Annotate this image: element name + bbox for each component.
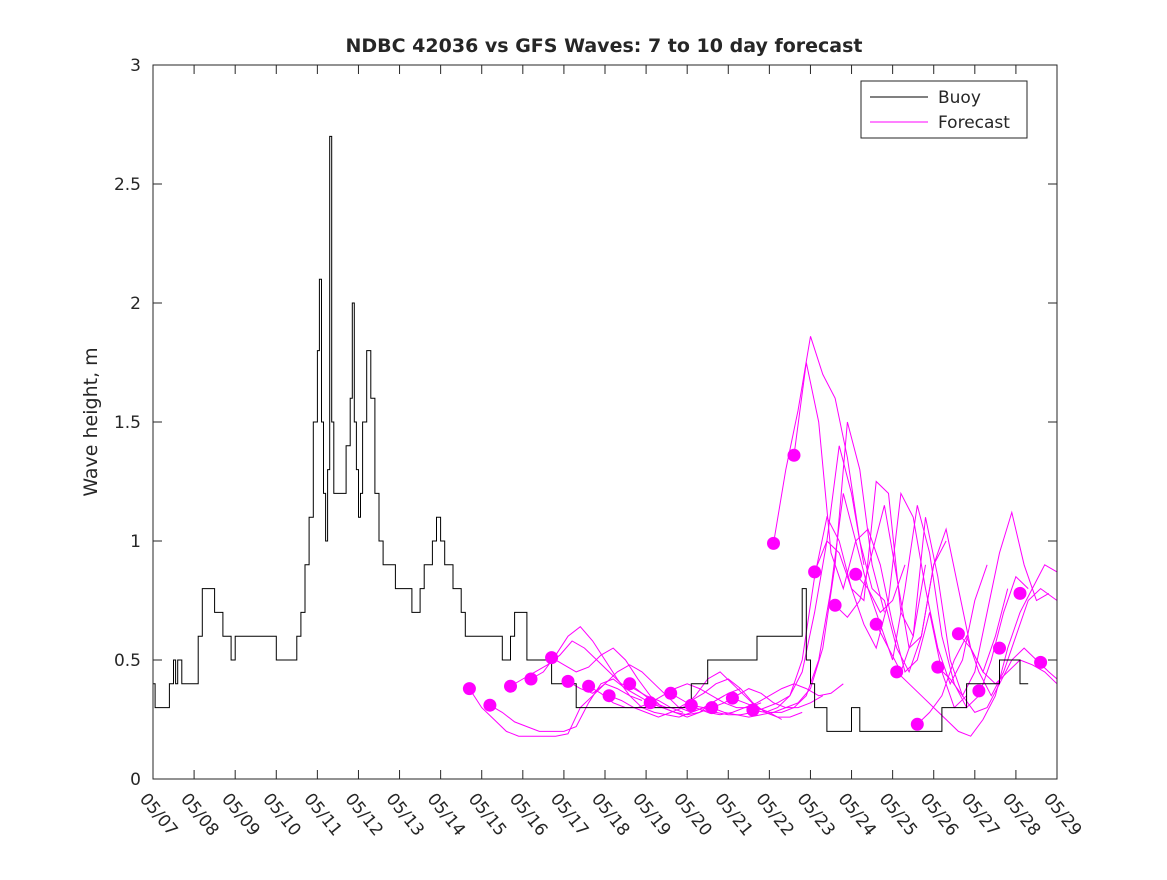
legend: Buoy Forecast [860, 80, 1028, 139]
forecast-marker-25 [972, 684, 986, 698]
forecast-marker-19 [849, 567, 863, 581]
y-tick-label-5: 2.5 [114, 175, 141, 195]
y-tick-label-6: 3 [130, 56, 141, 76]
forecast-marker-4 [545, 651, 559, 665]
forecast-marker-11 [684, 698, 698, 712]
forecast-marker-14 [746, 703, 760, 717]
forecast-marker-23 [931, 660, 945, 674]
data-layer [153, 135, 1058, 737]
forecast-marker-12 [705, 701, 719, 715]
forecast-line-17 [814, 491, 988, 686]
forecast-marker-0 [462, 682, 476, 696]
forecast-marker-26 [993, 641, 1006, 655]
forecast-marker-1 [483, 698, 497, 712]
forecast-marker-7 [602, 689, 616, 703]
forecast-line-24 [958, 633, 1058, 685]
forecast-marker-10 [664, 686, 678, 700]
y-tick-label-0: 0 [130, 770, 141, 790]
forecast-marker-18 [828, 598, 842, 612]
forecast-marker-22 [910, 717, 924, 731]
y-tick-label-4: 2 [130, 294, 141, 314]
forecast-marker-27 [1013, 586, 1027, 600]
forecast-line-21 [896, 564, 1058, 737]
legend-box [860, 80, 1028, 139]
forecast-marker-21 [890, 665, 904, 679]
y-tick-label-3: 1.5 [114, 413, 141, 433]
forecast-marker-5 [561, 674, 575, 688]
forecast-marker-8 [623, 677, 637, 691]
legend-label-buoy: Buoy [938, 88, 981, 108]
forecast-line-12 [711, 421, 885, 718]
forecast-line-0 [468, 683, 643, 737]
forecast-line-14 [752, 480, 926, 713]
forecast-line-19 [855, 505, 1029, 709]
forecast-line-3 [530, 626, 704, 718]
forecast-line-11 [691, 445, 865, 716]
buoy-line [153, 135, 1029, 732]
forecast-line-4 [551, 647, 725, 718]
forecast-marker-3 [524, 672, 538, 686]
forecast-marker-6 [582, 679, 596, 693]
legend-label-forecast: Forecast [938, 113, 1010, 133]
forecast-line-1 [489, 678, 663, 732]
y-axis-label: Wave height, m [80, 347, 102, 496]
forecast-line-13 [732, 493, 906, 713]
y-tick-label-2: 1 [130, 532, 141, 552]
forecast-marker-13 [725, 691, 739, 705]
forecast-line-16 [793, 362, 967, 709]
y-axis: 0 0.5 1 1.5 2 2.5 3 [114, 56, 1057, 790]
plot-area [153, 65, 1057, 779]
chart-title: NDBC 42036 vs GFS Waves: 7 to 10 day for… [345, 35, 862, 57]
forecast-marker-9 [643, 696, 657, 710]
forecast-marker-17 [808, 565, 822, 579]
forecast-marker-16 [787, 448, 801, 462]
forecast-line-8 [629, 678, 803, 718]
forecast-marker-20 [869, 617, 883, 631]
y-tick-label-1: 0.5 [114, 651, 141, 671]
forecast-line-15 [773, 336, 947, 674]
forecast-marker-15 [767, 536, 780, 550]
forecast-marker-28 [1034, 655, 1048, 669]
forecast-marker-24 [951, 627, 965, 641]
forecast-marker-2 [504, 679, 517, 693]
